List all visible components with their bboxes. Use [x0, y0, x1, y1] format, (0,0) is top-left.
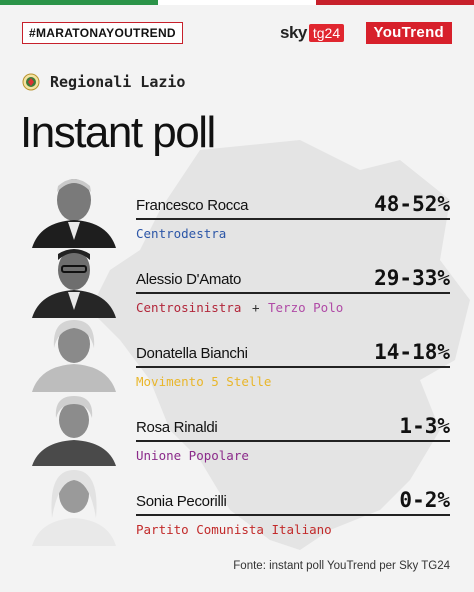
candidate-name: Rosa Rinaldi: [136, 419, 218, 436]
candidate-row: Francesco Rocca 48-52% Centrodestra: [0, 170, 474, 248]
source-note: Fonte: instant poll YouTrend per Sky TG2…: [233, 560, 450, 572]
top-bar: #MARATONAYOUTREND sky tg24 YouTrend: [22, 22, 452, 44]
candidate-photo: [32, 396, 116, 466]
party-label: Centrosinistra: [136, 300, 242, 315]
poll-range: 48-52%: [374, 192, 450, 216]
divider: [136, 514, 450, 516]
candidate-name: Francesco Rocca: [136, 197, 249, 214]
region-label: Regionali Lazio: [50, 73, 186, 91]
candidate-photo: [32, 179, 116, 248]
poll-range: 0-2%: [399, 488, 450, 512]
divider: [136, 218, 450, 220]
candidate-photo: [32, 320, 116, 392]
candidate-photo: [32, 249, 116, 318]
poll-range: 1-3%: [399, 414, 450, 438]
region-heading: Regionali Lazio: [22, 72, 185, 92]
lazio-map-background: [90, 140, 470, 550]
page-title: Instant poll: [20, 108, 216, 157]
divider: [136, 366, 450, 368]
candidate-row: Alessio D'Amato 29-33% Centrosinistra + …: [0, 244, 474, 318]
divider: [136, 292, 450, 294]
candidate-row: Rosa Rinaldi 1-3% Unione Popolare: [0, 392, 474, 466]
party-label: Unione Popolare: [136, 448, 249, 463]
party-label: Partito Comunista Italiano: [136, 522, 332, 537]
candidate-row: Donatella Bianchi 14-18% Movimento 5 Ste…: [0, 318, 474, 392]
candidate-row: Sonia Pecorilli 0-2% Partito Comunista I…: [0, 466, 474, 546]
hashtag-badge: #MARATONAYOUTREND: [22, 22, 183, 44]
sky-logo-word: sky: [280, 23, 307, 42]
party-connector: +: [252, 300, 260, 315]
party-label: Terzo Polo: [268, 300, 344, 315]
candidate-photo: [32, 470, 116, 546]
lazio-emblem-icon: [22, 73, 40, 91]
italian-flag-stripe: [0, 0, 474, 5]
party-label: Movimento 5 Stelle: [136, 374, 272, 389]
divider: [136, 440, 450, 442]
poll-range: 29-33%: [374, 266, 450, 290]
party-label: Centrodestra: [136, 226, 227, 241]
youtrend-logo: YouTrend: [365, 22, 452, 44]
candidate-name: Alessio D'Amato: [136, 271, 242, 288]
sky-tg24-logo: sky tg24: [280, 22, 345, 44]
tg24-logo-box: tg24: [308, 24, 345, 42]
candidate-name: Sonia Pecorilli: [136, 493, 227, 510]
poll-range: 14-18%: [374, 340, 450, 364]
candidate-name: Donatella Bianchi: [136, 345, 248, 362]
